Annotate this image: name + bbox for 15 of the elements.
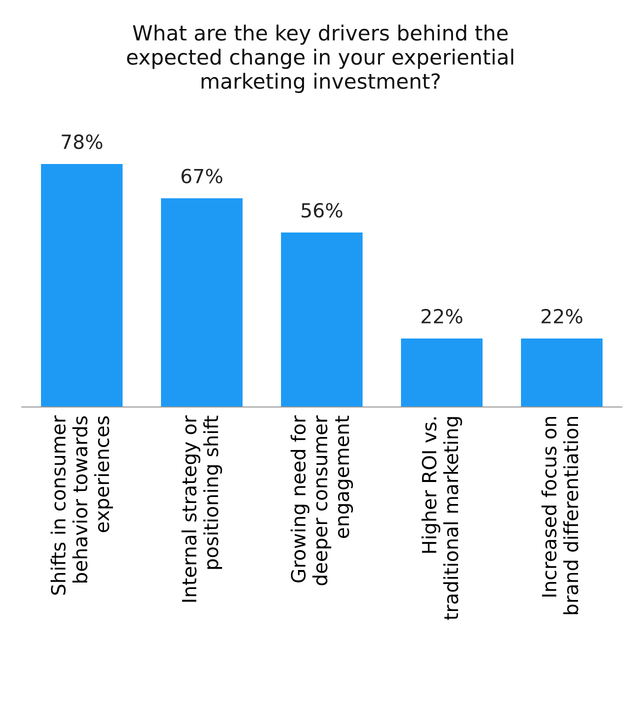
- chart-title: What are the key drivers behind the expected change in your experiential marketing investment?: [127, 24, 514, 94]
- data-label: 22%: [422, 308, 462, 324]
- x-tick-label: Increased focus on brand differentiation: [541, 416, 578, 614]
- data-label: 22%: [542, 308, 582, 324]
- bar: [520, 338, 603, 407]
- data-label: 78%: [62, 134, 102, 150]
- x-tick-label: Higher ROI vs. traditional marketing: [421, 417, 462, 620]
- data-label: 67%: [182, 168, 222, 184]
- data-label: 56%: [302, 202, 342, 218]
- x-tick-label: Shifts in consumer behavior towards experiences: [50, 415, 113, 595]
- bar: [400, 338, 483, 407]
- x-tick-label: Growing need for deeper consumer engagement: [290, 415, 353, 586]
- bar: [280, 232, 363, 407]
- bar: [40, 164, 123, 407]
- bar: [160, 198, 243, 407]
